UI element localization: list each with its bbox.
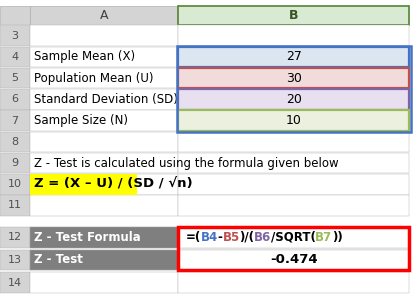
- Text: Population Mean (U): Population Mean (U): [34, 72, 154, 85]
- Bar: [30, 195, 178, 216]
- Bar: [0, 68, 30, 88]
- Text: 3: 3: [11, 31, 18, 41]
- Text: 12: 12: [8, 232, 22, 242]
- Bar: [178, 250, 409, 270]
- Bar: [178, 110, 409, 131]
- Bar: [30, 153, 178, 173]
- Bar: [30, 132, 178, 152]
- Bar: [0, 227, 30, 248]
- Bar: [0, 132, 30, 152]
- Text: -0.474: -0.474: [270, 254, 318, 266]
- Text: B7: B7: [315, 231, 332, 244]
- Text: Sample Mean (X): Sample Mean (X): [34, 51, 135, 63]
- Bar: [30, 227, 178, 248]
- Text: Z - Test is calculated using the formula given below: Z - Test is calculated using the formula…: [34, 157, 339, 169]
- Bar: [30, 227, 178, 248]
- Bar: [30, 110, 178, 131]
- Bar: [30, 174, 178, 195]
- Bar: [0, 195, 30, 216]
- Text: B: B: [289, 9, 298, 22]
- Text: )/(: )/(: [240, 231, 255, 244]
- Bar: [178, 195, 409, 216]
- Bar: [178, 132, 409, 152]
- Text: 5: 5: [11, 73, 18, 83]
- Bar: [0, 89, 30, 110]
- Text: B5: B5: [222, 231, 240, 244]
- Text: Z - Test Formula: Z - Test Formula: [34, 231, 141, 244]
- Bar: [30, 89, 178, 110]
- Text: 8: 8: [11, 137, 18, 147]
- Bar: [178, 25, 409, 46]
- Text: B4: B4: [201, 231, 218, 244]
- Bar: [178, 6, 409, 25]
- Bar: [30, 272, 178, 293]
- Text: Sample Size (N): Sample Size (N): [34, 114, 128, 127]
- Bar: [0, 47, 30, 67]
- Bar: [178, 47, 409, 67]
- Bar: [178, 89, 409, 110]
- Text: 27: 27: [286, 51, 302, 63]
- Text: 14: 14: [8, 278, 22, 288]
- Text: 7: 7: [11, 115, 18, 126]
- Text: 13: 13: [8, 255, 22, 265]
- Bar: [178, 227, 409, 270]
- Bar: [178, 68, 409, 88]
- Bar: [0, 174, 30, 195]
- Text: 9: 9: [11, 158, 18, 168]
- Bar: [178, 153, 409, 173]
- Text: A: A: [100, 9, 108, 22]
- Bar: [30, 174, 137, 195]
- Bar: [0, 25, 30, 46]
- Bar: [30, 250, 178, 270]
- Bar: [30, 25, 178, 46]
- Bar: [178, 174, 409, 195]
- Bar: [178, 272, 409, 293]
- Text: 11: 11: [8, 200, 22, 211]
- Bar: [30, 6, 178, 25]
- Bar: [30, 68, 178, 88]
- Text: =(: =(: [186, 231, 201, 244]
- Bar: [178, 68, 409, 88]
- Bar: [178, 110, 409, 131]
- Text: 20: 20: [286, 93, 302, 106]
- Bar: [178, 227, 409, 248]
- Bar: [178, 89, 409, 110]
- Text: Standard Deviation (SD): Standard Deviation (SD): [34, 93, 178, 106]
- Bar: [30, 250, 178, 270]
- Bar: [178, 47, 409, 67]
- Text: /SQRT(: /SQRT(: [271, 231, 316, 244]
- Text: Z = (X – U) / (SD / √n): Z = (X – U) / (SD / √n): [34, 178, 193, 191]
- Text: B6: B6: [254, 231, 271, 244]
- Text: )): )): [332, 231, 343, 244]
- Text: 10: 10: [286, 114, 302, 127]
- Bar: [30, 47, 178, 67]
- Bar: [0, 110, 30, 131]
- Bar: [178, 250, 409, 270]
- Bar: [178, 227, 409, 248]
- Text: 10: 10: [8, 179, 22, 189]
- Bar: [0, 6, 30, 25]
- Text: 4: 4: [11, 52, 18, 62]
- Bar: [177, 46, 411, 132]
- Bar: [0, 272, 30, 293]
- Bar: [0, 250, 30, 270]
- Text: 6: 6: [11, 94, 18, 105]
- Text: -: -: [218, 231, 222, 244]
- Text: Z - Test: Z - Test: [34, 254, 83, 266]
- Text: 30: 30: [286, 72, 302, 85]
- Bar: [0, 153, 30, 173]
